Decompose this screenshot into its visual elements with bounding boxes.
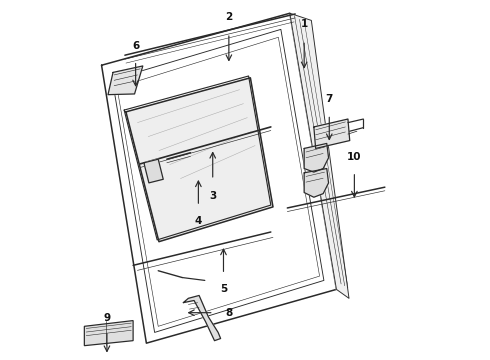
Polygon shape (84, 320, 133, 346)
Polygon shape (108, 66, 143, 95)
Polygon shape (126, 78, 273, 242)
Text: 1: 1 (300, 19, 308, 29)
Polygon shape (314, 119, 350, 148)
Polygon shape (304, 143, 329, 172)
Polygon shape (290, 13, 349, 298)
Text: 5: 5 (220, 284, 227, 294)
Text: 2: 2 (225, 12, 232, 22)
Text: 7: 7 (325, 94, 333, 104)
Polygon shape (183, 296, 220, 341)
Text: 10: 10 (347, 152, 362, 162)
Polygon shape (101, 13, 337, 343)
Text: 9: 9 (103, 313, 111, 323)
Polygon shape (144, 159, 163, 183)
Text: 4: 4 (195, 216, 202, 226)
Text: 8: 8 (225, 308, 232, 318)
Polygon shape (304, 168, 329, 197)
Text: 3: 3 (209, 191, 217, 201)
Text: 6: 6 (132, 41, 139, 50)
